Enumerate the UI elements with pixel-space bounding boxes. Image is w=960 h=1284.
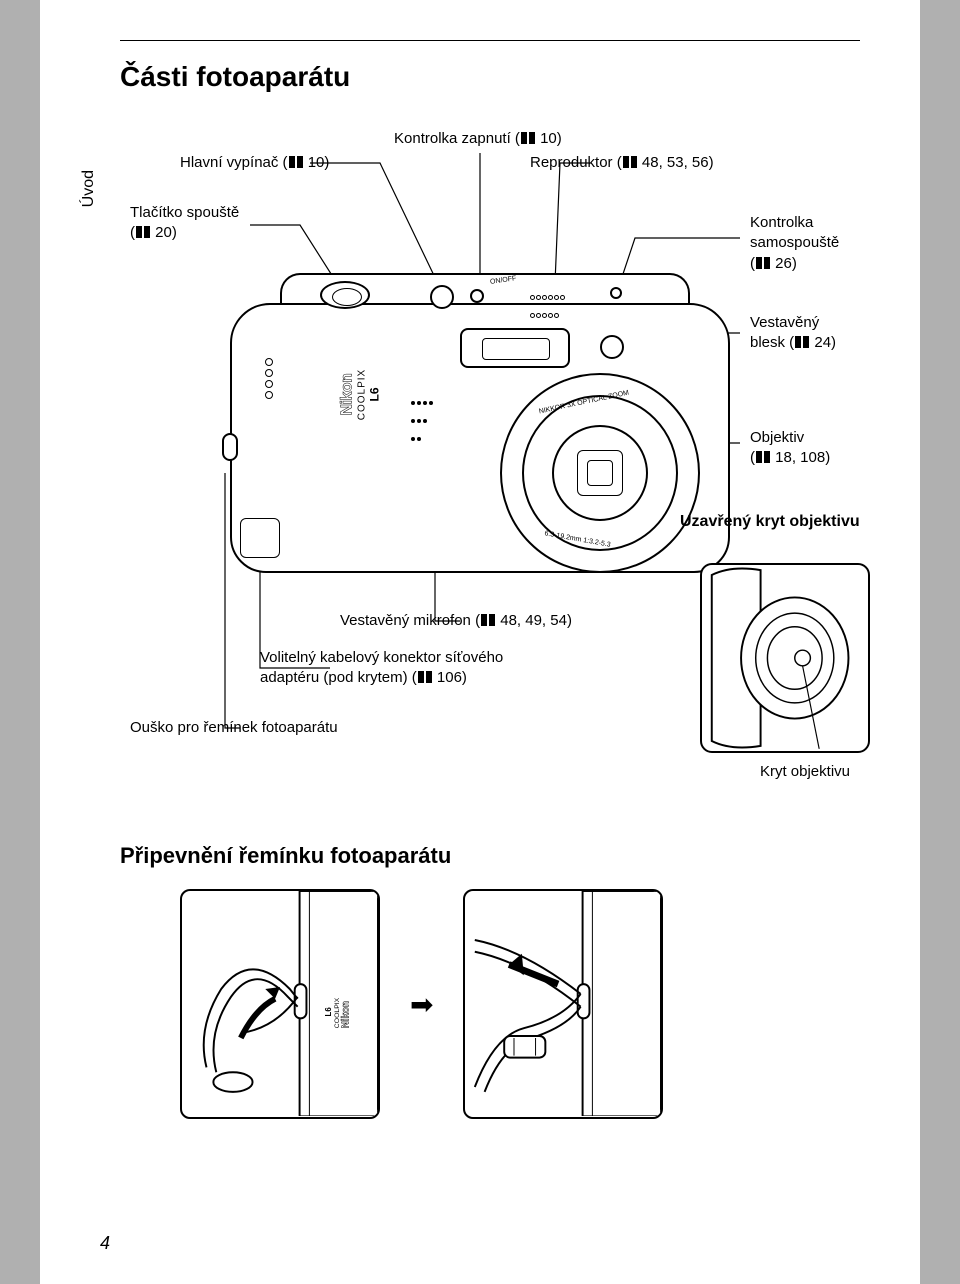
camera-illustration: ON/OFF Nikon COOLPIX L6 NIKKOR 3X OPTICA… xyxy=(230,273,730,583)
label-power-switch: Hlavní vypínač ( 10) xyxy=(180,153,329,173)
arrow-icon: ➡ xyxy=(410,988,433,1021)
flash-window xyxy=(460,328,570,368)
brand-nikon: Nikon xyxy=(339,345,357,445)
label-power-led: Kontrolka zapnutí ( 10) xyxy=(394,129,562,149)
strap-eyelet xyxy=(222,433,238,461)
label-lens: Objektiv( 18, 108) xyxy=(750,428,830,469)
camera-diagram: Kontrolka zapnutí ( 10) Hlavní vypínač (… xyxy=(160,133,860,813)
strap-step-2 xyxy=(463,889,663,1119)
speaker-grille xyxy=(530,287,580,301)
shutter-button xyxy=(320,281,370,309)
port-cover xyxy=(240,518,280,558)
book-icon xyxy=(481,614,495,626)
label-timer-led: Kontrolkasamospouště( 26) xyxy=(750,213,839,274)
brand-markings: Nikon COOLPIX L6 xyxy=(339,345,382,445)
strap-step-1: Nikon COOLPIX L6 xyxy=(180,889,380,1119)
label-speaker: Reproduktor ( 48, 53, 56) xyxy=(530,153,714,173)
inset-title: Uzavřený kryt objektivu xyxy=(680,513,870,531)
timer-led-front xyxy=(600,335,624,359)
label-mic: Vestavěný mikrofon ( 48, 49, 54) xyxy=(340,611,572,631)
grip-dots xyxy=(265,358,273,402)
label-shutter: Tlačítko spouště( 20) xyxy=(130,203,239,244)
page-title: Části fotoaparátu xyxy=(120,61,860,93)
inset-label: Kryt objektivu xyxy=(760,763,850,780)
book-icon xyxy=(623,156,637,168)
lens: NIKKOR 3X OPTICAL ZOOM 6.3-19.2mm 1:3.2-… xyxy=(500,373,700,573)
brand-model: L6 xyxy=(368,345,382,445)
rule xyxy=(120,40,860,41)
book-icon xyxy=(756,257,770,269)
book-icon xyxy=(795,336,809,348)
book-icon xyxy=(756,451,770,463)
subtitle: Připevnění řemínku fotoaparátu xyxy=(120,843,860,869)
label-adapter: Volitelný kabelový konektor síťovéhoadap… xyxy=(260,648,503,689)
section-tab: Úvod xyxy=(80,170,98,207)
brand-series: COOLPIX xyxy=(357,345,368,445)
timer-led-top xyxy=(610,287,622,299)
power-led xyxy=(470,289,484,303)
power-button xyxy=(430,285,454,309)
svg-text:COOLPIX: COOLPIX xyxy=(334,997,341,1028)
label-flash: Vestavěnýblesk ( 24) xyxy=(750,313,836,354)
svg-text:L6: L6 xyxy=(324,1007,333,1017)
page: Části fotoaparátu Úvod Kontrolka xyxy=(40,0,920,1284)
book-icon xyxy=(289,156,303,168)
page-number: 4 xyxy=(100,1233,110,1254)
book-icon xyxy=(136,226,150,238)
label-eyelet: Ouško pro řemínek fotoaparátu xyxy=(130,718,338,738)
svg-text:Nikon: Nikon xyxy=(341,1001,352,1028)
book-icon xyxy=(418,671,432,683)
strap-instructions: Nikon COOLPIX L6 ➡ xyxy=(180,889,860,1119)
book-icon xyxy=(521,132,535,144)
microphone xyxy=(410,393,460,447)
closed-lens-inset xyxy=(700,563,870,753)
